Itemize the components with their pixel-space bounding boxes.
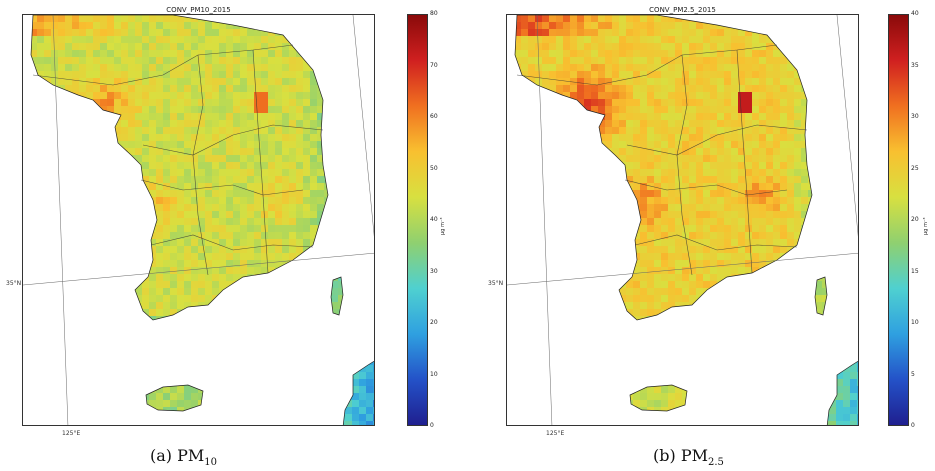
- lon-label-125e: 125°E: [546, 430, 565, 437]
- caption-pm10-text: (a) PM: [150, 446, 205, 465]
- caption-pm25: (b) PM2.5: [653, 446, 724, 468]
- colorbar-tick-label: 70: [430, 61, 438, 69]
- colorbar-tick-label: 80: [430, 10, 438, 17]
- lat-label-35n: 35°N: [6, 280, 22, 287]
- colorbar-tick-label: 35: [911, 61, 919, 69]
- map-frame-pm25: [506, 14, 859, 426]
- colorbar-tick-label: 15: [911, 267, 919, 275]
- colorbar-tick-label: 0: [430, 422, 434, 429]
- colorbar-tick-label: 10: [430, 370, 438, 378]
- panel-pm10: CONV_PM10_2015 35°N 125°E 0 10 20 30 40 50 60 7…: [6, 6, 446, 468]
- colorbar-tick-label: 25: [911, 164, 919, 172]
- colorbar-tick-label: 60: [430, 113, 438, 120]
- caption-pm10-sub: 10: [204, 457, 217, 469]
- colorbar-tick-label: 0: [911, 422, 915, 429]
- panel-pm25: CONV_PM2.5_2015 35°N 125°E 0 5 10 15 20 25 30 3…: [468, 0, 935, 471]
- map-plot-pm10: [23, 15, 374, 425]
- caption-pm10: (a) PM10: [150, 446, 217, 468]
- colorbar-pm25: [888, 14, 909, 426]
- colorbar-tick-label: 30: [911, 113, 919, 120]
- colorbar-tick-label: 30: [430, 267, 438, 275]
- colorbar-tick-label: 5: [911, 370, 915, 378]
- colorbar-tick-label: 10: [911, 319, 919, 326]
- colorbar-unit-pm25: μg m⁻³: [923, 217, 929, 235]
- colorbar-unit-pm10: μg m⁻³: [440, 217, 446, 235]
- colorbar-tick-label: 50: [430, 164, 438, 172]
- colorbar-tick-label: 40: [430, 216, 438, 223]
- caption-pm25-text: (b) PM: [653, 446, 708, 465]
- map-plot-pm25: [507, 15, 858, 425]
- map-title-pm25: CONV_PM2.5_2015: [649, 6, 716, 14]
- colorbar-pm10: [407, 14, 428, 426]
- colorbar-tick-label: 20: [430, 319, 438, 326]
- caption-pm25-sub: 2.5: [707, 457, 724, 469]
- lat-label-35n: 35°N: [488, 280, 504, 287]
- map-frame-pm10: [22, 14, 375, 426]
- colorbar-tick-label: 20: [911, 216, 919, 223]
- lon-label-125e: 125°E: [62, 430, 81, 437]
- map-title-pm10: CONV_PM10_2015: [166, 6, 231, 14]
- colorbar-tick-label: 40: [911, 10, 919, 17]
